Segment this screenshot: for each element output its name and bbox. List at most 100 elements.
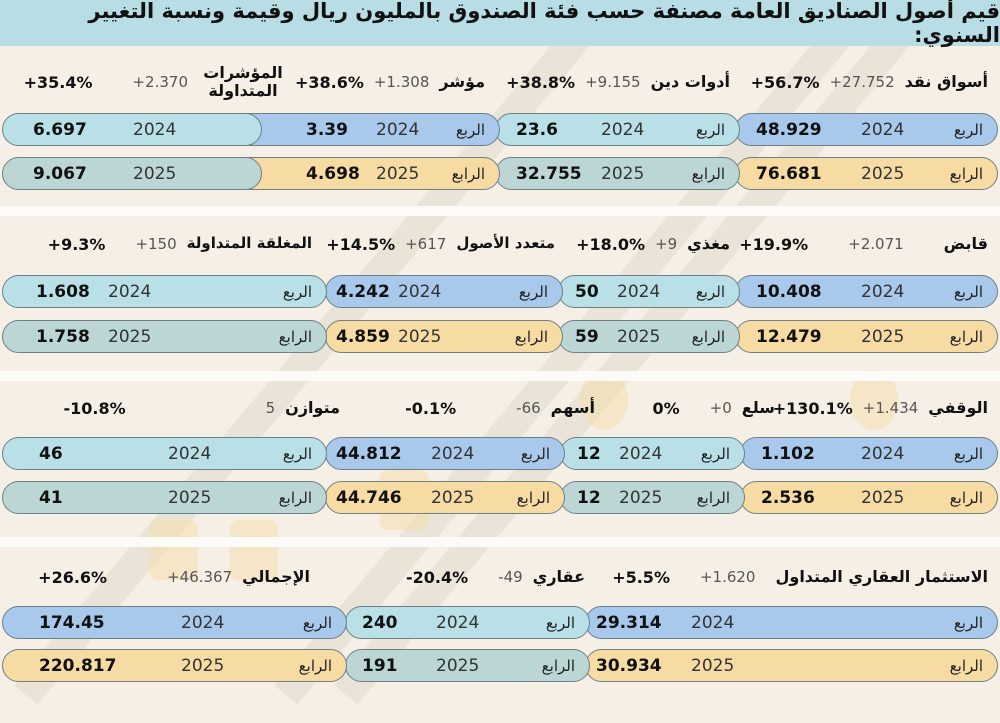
category-change: +9.155 bbox=[585, 73, 641, 91]
category-pct: -10.8% bbox=[63, 398, 126, 418]
category-header: مغذي +9 +18.0% bbox=[576, 224, 730, 264]
category-header: قابض +2.071 +19.9% bbox=[739, 224, 988, 264]
value: 1.102 bbox=[761, 443, 815, 464]
quarter-label: الرابع bbox=[541, 656, 575, 675]
year-label: 2025 bbox=[619, 487, 663, 508]
category-pct: -20.4% bbox=[406, 567, 469, 587]
value-pill-2025: الرابع 2025 4.859 bbox=[325, 320, 563, 353]
category-pct: +56.7% bbox=[750, 72, 820, 92]
value-pill-2025: الرابع 2025 12 bbox=[560, 481, 745, 514]
category-header: المغلقة المتداولة +150 +9.3% bbox=[48, 224, 312, 264]
quarter-label: الربع bbox=[520, 444, 550, 463]
category-name: الإجمالي bbox=[242, 566, 310, 586]
category-name: أسواق نقد bbox=[904, 71, 988, 91]
year-label: 2025 bbox=[601, 163, 645, 184]
title-bar: قيم أصول الصناديق العامة مصنفة حسب فئة ا… bbox=[0, 0, 1000, 47]
year-label: 2024 bbox=[601, 119, 645, 140]
quarter-label: الربع bbox=[282, 282, 312, 301]
category-change: +1.434 bbox=[862, 399, 919, 417]
category-pct: +26.6% bbox=[38, 567, 108, 587]
category-change: +150 bbox=[135, 235, 177, 253]
year-label: 2024 bbox=[431, 443, 475, 464]
value: 44.746 bbox=[336, 487, 402, 508]
category-change: +0 bbox=[709, 399, 732, 417]
value: 220.817 bbox=[39, 655, 117, 676]
year-label: 2025 bbox=[861, 326, 905, 347]
year-label: 2025 bbox=[431, 487, 475, 508]
category-name: قابض bbox=[943, 233, 988, 253]
quarter-label: الربع bbox=[700, 444, 730, 463]
quarter-label: الرابع bbox=[278, 327, 312, 346]
value: 29.314 bbox=[596, 612, 662, 633]
value-pill-2024: الربع 2024 46 bbox=[2, 437, 327, 470]
year-label: 2025 bbox=[133, 163, 177, 184]
category-change: -49 bbox=[498, 568, 523, 586]
category-name: أدوات دين bbox=[650, 71, 730, 91]
value-pill-2025: الرابع 2025 1.758 bbox=[2, 320, 327, 353]
value: 240 bbox=[362, 612, 398, 633]
category-pct: -0.1% bbox=[405, 398, 457, 418]
value: 12 bbox=[577, 443, 601, 464]
category-pct: +35.4% bbox=[23, 72, 93, 92]
value-pill-2025: الرابع 2025 4.698 bbox=[233, 157, 500, 190]
category-change: +2.071 bbox=[848, 235, 904, 253]
value-pill-2024: الربع 2024 6.697 bbox=[2, 113, 262, 146]
year-label: 2025 bbox=[861, 163, 905, 184]
value-pill-2025: الرابع 2025 220.817 bbox=[2, 649, 347, 682]
block-3-header: الوقفي +1.434 +130.1% سلع +0 0% أسهم -66… bbox=[0, 388, 1000, 428]
year-label: 2024 bbox=[376, 119, 420, 140]
page-title: قيم أصول الصناديق العامة مصنفة حسب فئة ا… bbox=[88, 0, 1000, 47]
category-change: +9 bbox=[655, 235, 678, 253]
value: 32.755 bbox=[516, 163, 582, 184]
quarter-label: الربع bbox=[953, 282, 983, 301]
year-label: 2024 bbox=[133, 119, 177, 140]
value: 191 bbox=[362, 655, 398, 676]
value-pill-2024: الربع 2024 48.929 bbox=[735, 113, 998, 146]
year-label: 2024 bbox=[398, 281, 442, 302]
quarter-label: الرابع bbox=[696, 488, 730, 507]
year-label: 2025 bbox=[436, 655, 480, 676]
category-pct: +130.1% bbox=[772, 398, 853, 418]
category-name: متوازن bbox=[285, 397, 340, 417]
value: 44.812 bbox=[336, 443, 402, 464]
quarter-label: الربع bbox=[695, 282, 725, 301]
category-pct: +38.8% bbox=[506, 72, 576, 92]
year-label: 2025 bbox=[398, 326, 442, 347]
value: 59 bbox=[575, 326, 599, 347]
quarter-label: الربع bbox=[953, 444, 983, 463]
value: 3.39 bbox=[306, 119, 348, 140]
category-header: المؤشرات المتداولة +2.370 +35.4% bbox=[24, 62, 288, 102]
quarter-label: الرابع bbox=[278, 488, 312, 507]
category-pct: +18.0% bbox=[576, 234, 646, 254]
year-label: 2024 bbox=[617, 281, 661, 302]
quarter-label: الربع bbox=[953, 120, 983, 139]
value: 46 bbox=[39, 443, 63, 464]
category-name: المؤشرات المتداولة bbox=[203, 62, 283, 100]
quarter-label: الرابع bbox=[298, 656, 332, 675]
category-header: أسواق نقد +27.752 +56.7% bbox=[751, 62, 988, 102]
category-name: المغلقة المتداولة bbox=[186, 234, 312, 253]
block-2-header: قابض +2.071 +19.9% مغذي +9 +18.0% متعدد … bbox=[0, 224, 1000, 264]
quarter-label: الرابع bbox=[691, 164, 725, 183]
value: 30.934 bbox=[596, 655, 662, 676]
value-pill-2025: الرابع 2025 44.746 bbox=[325, 481, 565, 514]
value-pill-2024: الربع 2024 50 bbox=[558, 275, 740, 308]
quarter-label: الرابع bbox=[451, 164, 485, 183]
category-header: أسهم -66 -0.1% bbox=[405, 388, 595, 428]
year-label: 2025 bbox=[168, 487, 212, 508]
value-pill-2025: الرابع 2025 41 bbox=[2, 481, 327, 514]
value: 12 bbox=[577, 487, 601, 508]
value: 50 bbox=[575, 281, 599, 302]
category-header: متعدد الأصول +617 +14.5% bbox=[326, 224, 555, 264]
year-label: 2024 bbox=[619, 443, 663, 464]
value: 76.681 bbox=[756, 163, 822, 184]
value-pill-2024: الربع 2024 44.812 bbox=[325, 437, 565, 470]
category-name: عقاري bbox=[532, 566, 585, 586]
value: 174.45 bbox=[39, 612, 105, 633]
category-header: الإجمالي +46.367 +26.6% bbox=[38, 557, 310, 597]
quarter-label: الرابع bbox=[691, 327, 725, 346]
value: 4.859 bbox=[336, 326, 390, 347]
year-label: 2025 bbox=[108, 326, 152, 347]
value-pill-2024: الربع 2024 1.102 bbox=[740, 437, 998, 470]
value: 6.697 bbox=[33, 119, 87, 140]
